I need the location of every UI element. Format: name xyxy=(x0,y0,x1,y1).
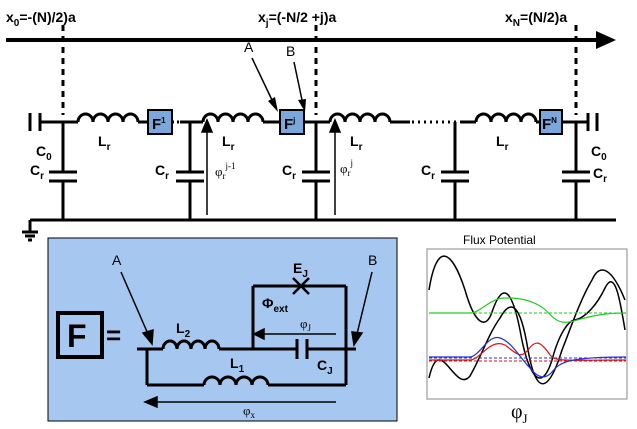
plot-title: Flux Potential xyxy=(463,233,536,247)
f-element-inset: F = xyxy=(47,237,398,422)
flux-potential-plot: Flux Potential φJ xyxy=(426,233,628,426)
cr-label-5: Cr xyxy=(593,165,607,185)
l2-label: L2 xyxy=(176,320,191,340)
ladder-pointer-a: A xyxy=(244,39,278,112)
l1-label: L1 xyxy=(230,355,245,375)
svg-text:FN: FN xyxy=(542,116,557,133)
equals-sign: = xyxy=(106,320,121,350)
phi-r-prev-label: φrj-1 xyxy=(215,161,236,181)
x0-label: x0=-(N)/2)a xyxy=(6,9,76,29)
curve-black-1 xyxy=(428,255,626,379)
xj-label: xj=(-N/2 +j)a xyxy=(258,9,336,29)
svg-text:A: A xyxy=(244,39,254,55)
cr-label-4: Cr xyxy=(421,162,435,182)
cr-label-3: Cr xyxy=(282,162,296,182)
xN-label: xN=(N/2)a xyxy=(505,9,567,29)
lr-label-1: Lr xyxy=(98,133,111,153)
f-element-1: F1 xyxy=(147,109,173,135)
phi-x-label: φx xyxy=(243,403,256,420)
inset-b-label: B xyxy=(368,252,377,268)
lr-label-2: Lr xyxy=(222,133,235,153)
phi-j-inset-label: φJ xyxy=(300,316,312,333)
cr-label-1: Cr xyxy=(30,162,44,182)
lr-label-3: Lr xyxy=(350,133,363,153)
c0-right-label: C0 xyxy=(591,143,607,163)
svg-text:B: B xyxy=(286,43,295,59)
f-symbol: F xyxy=(67,318,87,354)
svg-text:Fj: Fj xyxy=(284,116,295,133)
junction-cross-icon xyxy=(292,277,310,295)
cr-label-2: Cr xyxy=(155,162,169,182)
phi-r-j-label: φrj xyxy=(340,158,353,178)
f-element-n: FN xyxy=(539,109,563,135)
lr-label-4: Lr xyxy=(496,133,509,153)
cj-label: CJ xyxy=(317,357,333,377)
plot-xlabel: φJ xyxy=(511,401,528,426)
ej-label: EJ xyxy=(293,260,308,280)
curve-red xyxy=(429,342,627,361)
curve-blue xyxy=(429,337,627,378)
c0-left-label: C0 xyxy=(36,143,52,163)
phi-ext-label: Φext xyxy=(262,295,289,315)
curve-green xyxy=(429,297,627,323)
position-axis xyxy=(6,31,616,49)
svg-text:F1: F1 xyxy=(152,116,166,133)
ladder-pointer-b: B xyxy=(286,43,306,112)
f-element-j: Fj xyxy=(279,109,305,135)
inset-a-label: A xyxy=(112,252,122,268)
flux-arrows xyxy=(200,118,342,215)
ladder-circuit xyxy=(22,112,616,242)
position-markers xyxy=(61,25,578,115)
